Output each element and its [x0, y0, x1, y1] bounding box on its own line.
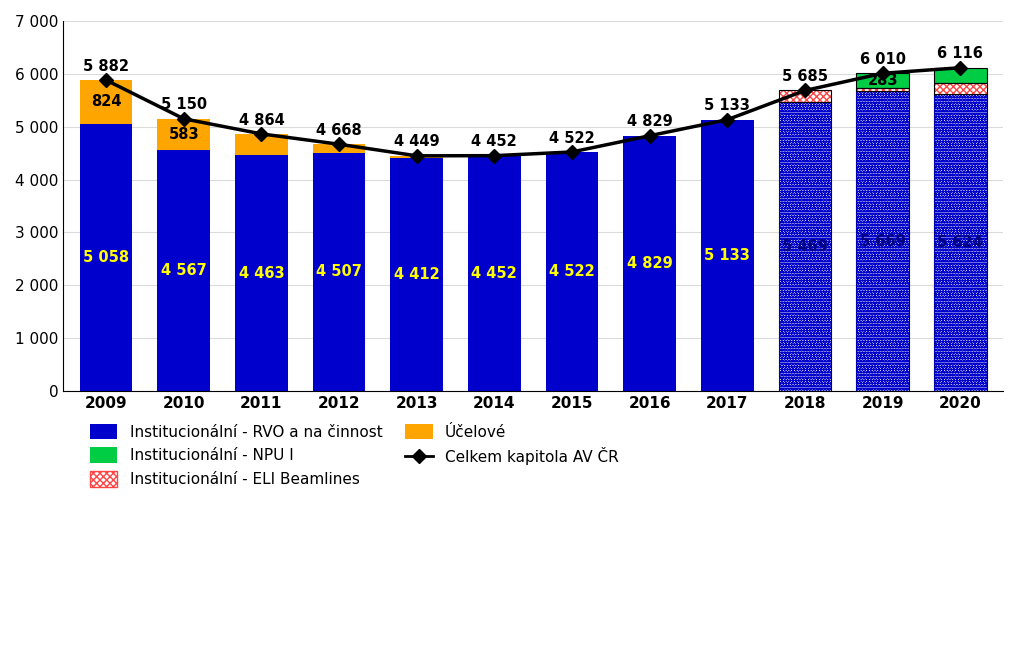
Bar — [934, 82, 986, 94]
Text: 4 829: 4 829 — [627, 115, 673, 129]
Bar — [779, 90, 832, 102]
Bar — [856, 73, 909, 88]
Text: 6 116: 6 116 — [938, 46, 983, 61]
Text: 4 522: 4 522 — [549, 130, 595, 146]
Bar — [856, 88, 909, 92]
Bar — [856, 73, 909, 88]
Bar — [856, 92, 909, 391]
Text: 4 452: 4 452 — [471, 134, 517, 150]
Text: 4 463: 4 463 — [238, 266, 284, 281]
Bar — [235, 155, 288, 391]
Bar — [779, 102, 832, 391]
Bar — [934, 94, 986, 391]
Bar — [158, 150, 210, 391]
Bar — [79, 124, 132, 391]
Bar — [934, 68, 986, 82]
Bar — [390, 156, 443, 158]
Bar — [701, 120, 753, 391]
Text: 4 864: 4 864 — [238, 113, 284, 128]
Text: 5 133: 5 133 — [704, 248, 750, 263]
Text: 5 685: 5 685 — [782, 69, 828, 84]
Bar — [934, 94, 986, 391]
Bar — [235, 134, 288, 155]
Bar — [934, 82, 986, 94]
Bar — [158, 119, 210, 150]
Bar — [623, 136, 676, 391]
Bar — [313, 153, 365, 391]
Text: 4 567: 4 567 — [161, 263, 207, 277]
Bar — [468, 156, 521, 391]
Text: 583: 583 — [168, 127, 200, 142]
Text: 5 150: 5 150 — [161, 98, 207, 113]
Legend: Institucionální - RVO a na činnost, Institucionální - NPU I, Institucionální - E: Institucionální - RVO a na činnost, Inst… — [90, 424, 619, 487]
Bar — [313, 144, 365, 153]
Text: 6 010: 6 010 — [859, 52, 906, 67]
Text: 4 412: 4 412 — [394, 267, 440, 282]
Bar — [934, 68, 986, 82]
Text: 5 669: 5 669 — [860, 234, 905, 248]
Text: 4 449: 4 449 — [394, 134, 440, 150]
Text: 4 452: 4 452 — [471, 266, 517, 281]
Text: 4 668: 4 668 — [317, 123, 362, 138]
Bar — [779, 90, 832, 102]
Bar — [546, 152, 599, 391]
Text: 4 522: 4 522 — [549, 264, 595, 279]
Text: 5 882: 5 882 — [83, 59, 129, 74]
Text: 824: 824 — [91, 94, 121, 109]
Bar — [779, 102, 832, 391]
Text: 4 829: 4 829 — [627, 256, 673, 271]
Bar — [390, 158, 443, 391]
Bar — [856, 88, 909, 92]
Text: 5 058: 5 058 — [83, 250, 129, 265]
Text: 5 469: 5 469 — [782, 239, 828, 254]
Text: 5 624: 5 624 — [938, 235, 983, 250]
Text: 283: 283 — [867, 73, 898, 88]
Text: 4 507: 4 507 — [317, 264, 362, 279]
Text: 5 133: 5 133 — [704, 98, 750, 113]
Bar — [856, 92, 909, 391]
Bar — [79, 80, 132, 124]
